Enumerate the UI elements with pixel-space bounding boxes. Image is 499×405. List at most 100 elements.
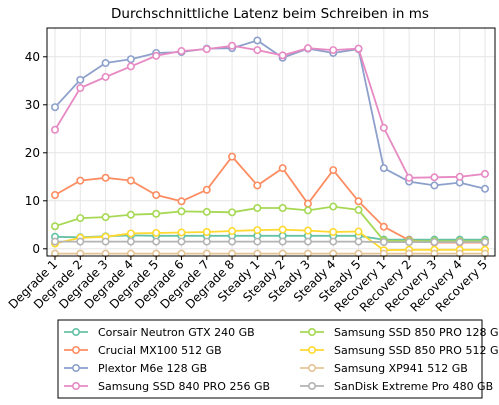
legend-label: SanDisk Extreme Pro 480 GB (334, 380, 493, 393)
data-point (202, 185, 211, 194)
legend-box (57, 319, 483, 399)
data-point (101, 213, 110, 222)
data-point (152, 191, 161, 200)
legend-swatch-marker (307, 327, 316, 336)
legend-swatch-marker (307, 363, 316, 372)
data-point (126, 176, 135, 185)
legend-label: Samsung XP941 512 GB (334, 362, 468, 375)
data-point (101, 173, 110, 182)
data-point (177, 47, 186, 56)
data-point (202, 228, 211, 237)
data-point (430, 238, 439, 247)
y-tick-label: 0 (32, 242, 40, 256)
data-point (152, 51, 161, 60)
series-line (55, 240, 485, 244)
data-point (126, 62, 135, 71)
data-point (76, 84, 85, 93)
legend-swatch-marker (307, 381, 316, 390)
data-point (430, 173, 439, 182)
data-point (202, 45, 211, 54)
chart-title: Durchschnittliche Latenz beim Schreiben … (111, 6, 429, 22)
series-line (54, 39, 486, 190)
data-point (177, 197, 186, 206)
legend-item: Samsung SSD 850 PRO 512 GB (300, 344, 499, 357)
data-point (354, 205, 363, 214)
data-point (126, 229, 135, 238)
legend-label: Corsair Neutron GTX 240 GB (98, 326, 255, 339)
data-point (354, 237, 363, 246)
data-point (379, 222, 388, 231)
data-point (253, 226, 262, 235)
y-tick-label: 30 (25, 98, 40, 112)
data-point (228, 208, 237, 217)
data-point (177, 207, 186, 216)
legend-swatch-marker (72, 363, 81, 372)
legend-item: Samsung SSD 840 PRO 256 GB (64, 380, 270, 393)
legend-item: Plextor M6e 128 GB (64, 362, 207, 375)
data-point (126, 237, 135, 246)
data-point (228, 152, 237, 161)
data-point (303, 199, 312, 208)
data-point (50, 237, 59, 246)
legend: Corsair Neutron GTX 240 GB Crucial MX100 … (57, 319, 499, 399)
data-point (303, 226, 312, 235)
legend-label: Plextor M6e 128 GB (98, 362, 207, 375)
data-point (76, 237, 85, 246)
data-point (50, 191, 59, 200)
legend-label: Crucial MX100 512 GB (98, 344, 222, 357)
data-point (379, 164, 388, 173)
data-point (278, 164, 287, 173)
data-point (329, 202, 338, 211)
data-point (329, 228, 338, 237)
legend-item: SanDisk Extreme Pro 480 GB (300, 380, 493, 393)
legend-label: Samsung SSD 840 PRO 256 GB (98, 380, 270, 393)
series-layer (50, 36, 489, 258)
series-line (54, 205, 485, 243)
data-point (253, 181, 262, 190)
data-point (278, 51, 287, 60)
legend-item: Samsung XP941 512 GB (300, 362, 468, 375)
data-point (430, 181, 439, 190)
legend-item: Corsair Neutron GTX 240 GB (64, 326, 255, 339)
data-point (354, 197, 363, 206)
data-point (303, 237, 312, 246)
data-point (202, 207, 211, 216)
data-point (253, 204, 262, 213)
series-7 (50, 237, 489, 247)
data-point (101, 72, 110, 81)
data-point (455, 238, 464, 247)
data-point (303, 206, 312, 215)
legend-label: Samsung SSD 850 PRO 512 GB (334, 344, 499, 357)
legend-swatch-marker (72, 345, 81, 354)
data-point (126, 210, 135, 219)
data-point (253, 36, 262, 45)
legend-swatch-marker (72, 381, 81, 390)
legend-item: Samsung SSD 850 PRO 128 GB (300, 326, 499, 339)
y-tick-label: 40 (25, 50, 40, 64)
data-point (228, 227, 237, 236)
data-point (50, 222, 59, 231)
data-point (303, 44, 312, 53)
data-point (379, 238, 388, 247)
data-point (152, 237, 161, 246)
data-point (177, 228, 186, 237)
data-point (76, 214, 85, 223)
data-point (101, 237, 110, 246)
data-point (228, 237, 237, 246)
series-line (54, 44, 486, 179)
legend-item: Crucial MX100 512 GB (64, 344, 222, 357)
data-point (152, 228, 161, 237)
data-point (50, 103, 59, 112)
data-point (278, 225, 287, 234)
data-point (278, 204, 287, 213)
data-point (480, 238, 489, 247)
data-point (379, 123, 388, 132)
data-point (50, 125, 59, 134)
data-point (177, 237, 186, 246)
data-point (405, 238, 414, 247)
series-3 (50, 41, 489, 182)
data-point (455, 172, 464, 181)
data-point (480, 184, 489, 193)
legend-swatch-marker (307, 345, 316, 354)
